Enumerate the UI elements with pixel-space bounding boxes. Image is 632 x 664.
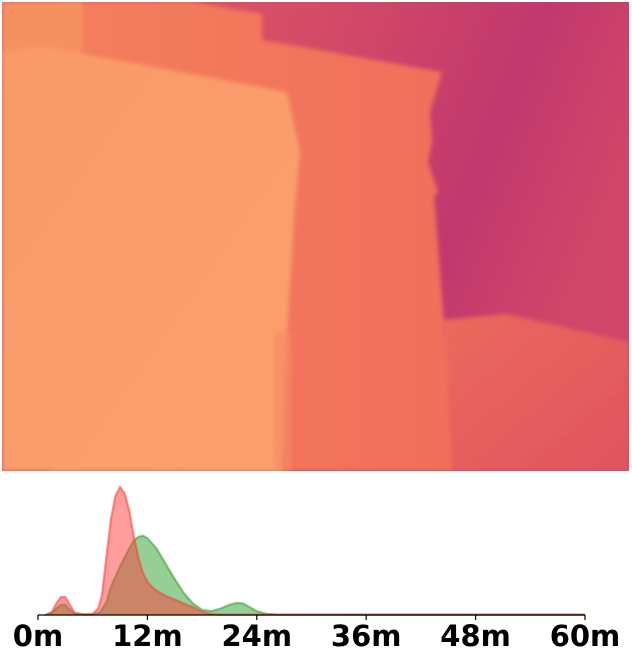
series-area-1 [45,535,586,615]
depth-distribution-chart: 0m 12m 24m 36m 48m 60m [13,485,620,653]
x-tick-label: 0m [13,619,63,653]
depth-map-image [2,2,629,471]
x-tick-label: 60m [550,619,621,653]
lower-right-building-region [442,314,629,471]
series-area-0 [45,487,586,615]
x-tick-label: 12m [112,619,183,653]
front-building-region [2,46,300,471]
x-ticks: 0m 12m 24m 36m 48m 60m [13,615,620,653]
x-tick-label: 24m [222,619,293,653]
front-wall-shadow-band [274,332,292,471]
series-line-0 [44,485,585,617]
x-tick-label: 36m [331,619,402,653]
x-tick-label: 48m [440,619,511,653]
series-group [44,485,586,617]
